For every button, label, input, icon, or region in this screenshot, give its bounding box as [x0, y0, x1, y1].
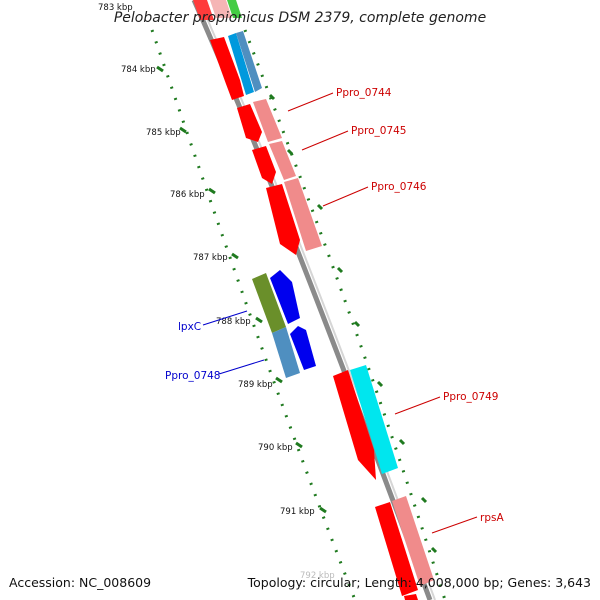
tick-mark — [156, 65, 164, 73]
gene-bottom-red — [404, 594, 418, 600]
outer-tick-mark — [420, 496, 428, 504]
tick-mark — [231, 252, 239, 260]
outer-scale-ticks — [268, 93, 438, 554]
outer-tick-mark — [398, 438, 406, 446]
gene-ppro-0745-feature — [253, 99, 282, 142]
gene-ppro-0746a-feature — [269, 141, 296, 180]
tick-mark — [319, 506, 327, 514]
tick-mark — [179, 126, 187, 134]
gene-ppro-0748-feature — [272, 327, 300, 378]
gene-feature-top-red — [193, 0, 214, 20]
tick-label-783: 783 kbp — [98, 3, 133, 13]
tick-label-789: 789 kbp — [238, 380, 273, 390]
label-ppro-0749: Ppro_0749 — [443, 391, 498, 403]
label-ppro-0748: Ppro_0748 — [165, 370, 220, 382]
label-rpsa: rpsA — [480, 512, 504, 524]
label-leader-ppro-0744 — [287, 92, 334, 112]
gene-ppro-0744-feature-blue — [236, 31, 262, 92]
outer-tick-mark — [430, 546, 438, 554]
tick-label-786: 786 kbp — [170, 190, 205, 200]
scale-ticks — [156, 65, 327, 514]
tick-label-784: 784 kbp — [121, 65, 156, 75]
tick-label-785: 785 kbp — [146, 128, 181, 138]
label-ppro-0744: Ppro_0744 — [336, 87, 392, 99]
gene-lpxc-feature — [252, 273, 286, 333]
label-leader-ppro-0749 — [394, 396, 441, 415]
gene-rpsa-feature — [392, 496, 434, 586]
outer-tick-mark — [316, 203, 324, 211]
gene-ppro-0746-feature — [284, 178, 322, 251]
label-leader-ppro-0745 — [301, 130, 349, 151]
label-ppro-0746: Ppro_0746 — [371, 181, 427, 193]
label-leader-ppro-0746 — [322, 186, 369, 207]
forward-labels: Ppro_0744 Ppro_0745 Ppro_0746 Ppro_0749 … — [287, 87, 504, 534]
tick-label-787: 787 kbp — [193, 253, 228, 263]
gene-feature-top-pink — [210, 0, 232, 18]
gene-ppro-0744-feature-cyan — [228, 33, 254, 95]
gene-ppro-0749-feature — [350, 365, 398, 474]
genome-summary: Topology: circular; Length: 4,008,000 bp… — [247, 575, 591, 590]
outer-tick-mark — [286, 148, 294, 156]
gene-ppro-0744-cds — [210, 37, 244, 100]
gene-ppro-0748-cds — [290, 326, 316, 370]
outer-tick-mark — [336, 266, 344, 274]
gene-rpsa-cds — [375, 502, 418, 596]
tick-mark — [208, 187, 216, 195]
accession-label: Accession: NC_008609 — [9, 575, 152, 590]
outer-tick-mark — [353, 320, 361, 328]
tick-mark — [295, 441, 303, 449]
label-leader-ppro-0748 — [218, 359, 265, 375]
outer-tick-mark — [268, 93, 276, 101]
tick-mark — [255, 316, 263, 324]
tick-label-791: 791 kbp — [280, 507, 315, 517]
map-title: Pelobacter propionicus DSM 2379, complet… — [113, 10, 487, 26]
gene-ppro-0746a-cds — [252, 146, 276, 184]
gene-lpxc-cds — [270, 270, 300, 324]
label-leader-lpxc — [202, 310, 248, 326]
label-ppro-0745: Ppro_0745 — [351, 125, 406, 137]
tick-mark — [275, 376, 283, 384]
tick-label-788: 788 kbp — [216, 317, 251, 327]
tick-label-790: 790 kbp — [258, 443, 293, 453]
label-leader-rpsa — [431, 516, 478, 534]
gene-ppro-0749-cds — [333, 370, 376, 480]
outer-tick-mark — [376, 380, 384, 388]
reverse-labels: lpxC Ppro_0748 — [165, 310, 265, 382]
tick-label-792: 792 kbp — [300, 571, 335, 581]
gene-ppro-0745-cds — [237, 104, 262, 142]
gene-ppro-0746-cds — [266, 184, 300, 255]
label-lpxc: lpxC — [178, 321, 201, 333]
gene-feature-top-green — [227, 0, 242, 18]
